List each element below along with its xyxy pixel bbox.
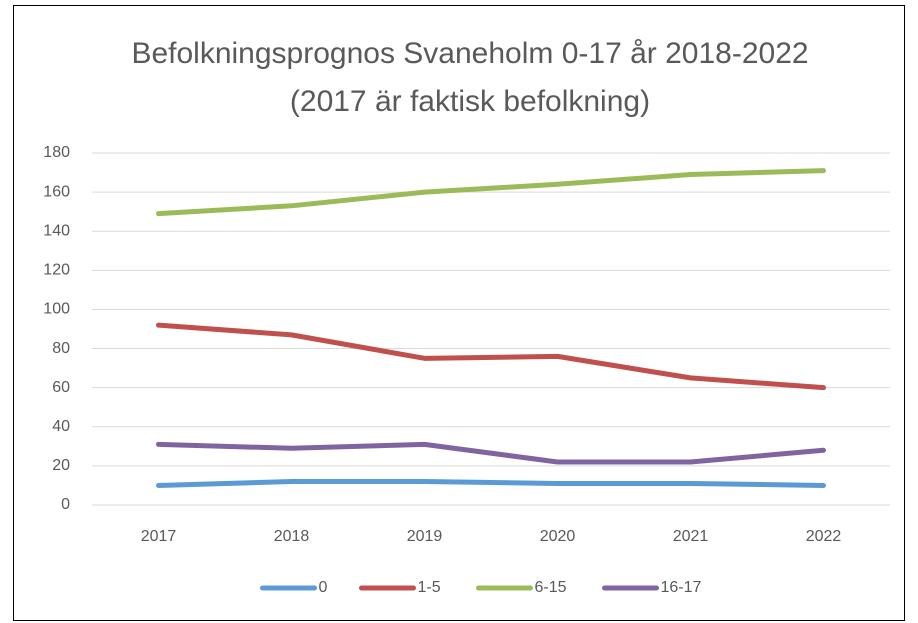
series-line xyxy=(156,441,826,465)
x-tick-label: 2021 xyxy=(673,528,709,545)
x-tick-label: 2017 xyxy=(141,528,177,545)
y-tick-label: 140 xyxy=(43,222,70,239)
y-tick-label: 0 xyxy=(61,496,70,513)
series-line xyxy=(156,479,826,488)
legend-label: 0 xyxy=(319,579,328,596)
x-tick-label: 2019 xyxy=(407,528,443,545)
y-tick-label: 100 xyxy=(43,301,70,318)
y-tick-label: 80 xyxy=(52,340,70,357)
y-tick-label: 40 xyxy=(52,418,70,435)
y-tick-label: 180 xyxy=(43,144,70,161)
legend-label: 6-15 xyxy=(535,579,567,596)
legend-label: 16-17 xyxy=(661,579,702,596)
series-line xyxy=(156,168,826,217)
y-tick-label: 160 xyxy=(43,183,70,200)
chart-title: Befolkningsprognos Svaneholm 0-17 år 201… xyxy=(131,37,809,118)
y-tick-label: 60 xyxy=(52,379,70,396)
x-tick-label: 2020 xyxy=(540,528,576,545)
x-tick-label: 2022 xyxy=(806,528,842,545)
x-tick-label: 2018 xyxy=(274,528,310,545)
chart-frame xyxy=(13,5,905,621)
y-tick-label: 20 xyxy=(52,457,70,474)
y-tick-label: 120 xyxy=(43,262,70,279)
legend-label: 1-5 xyxy=(418,579,441,596)
series-line xyxy=(156,322,826,391)
